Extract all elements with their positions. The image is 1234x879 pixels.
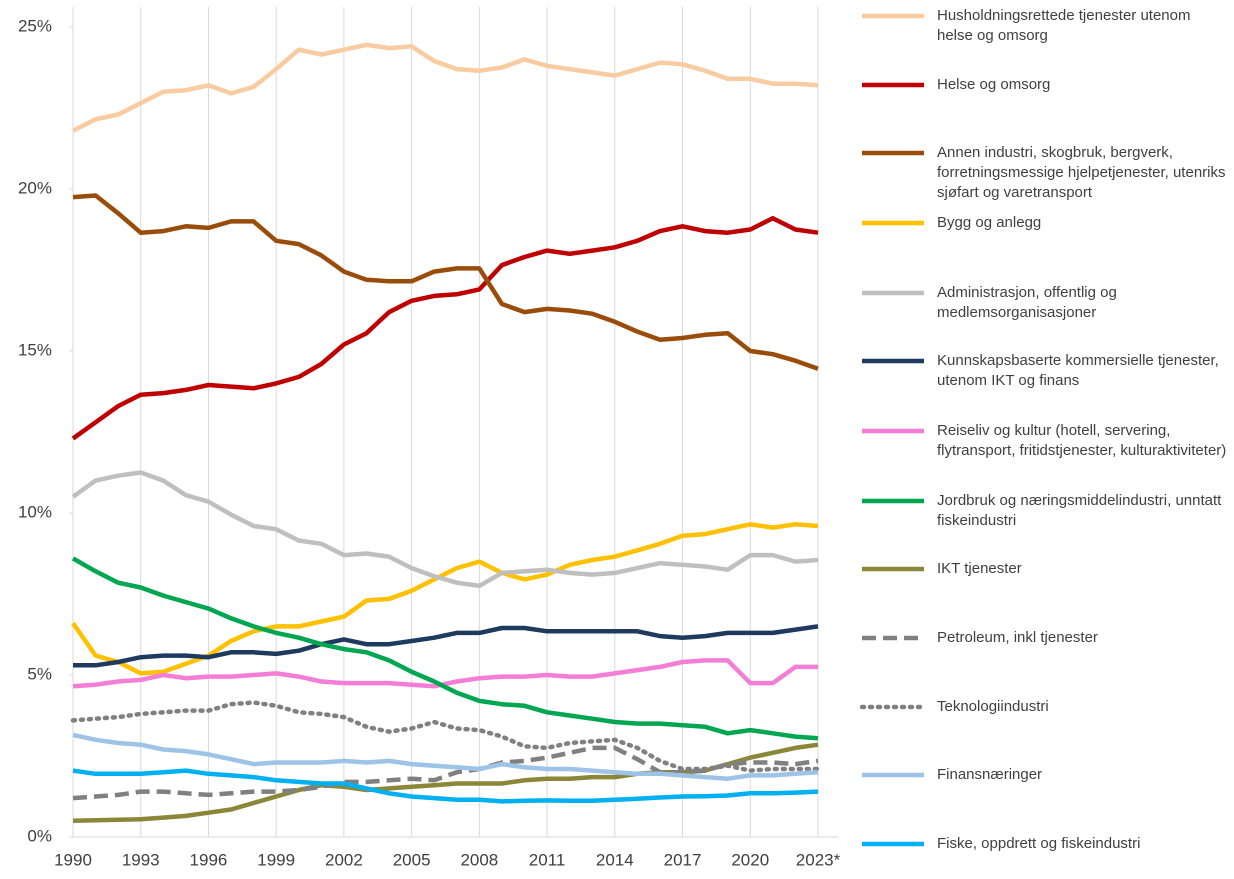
legend-item: Administrasjon, offentlig og medlemsorga… (860, 283, 1232, 323)
x-tick-label: 2011 (529, 850, 566, 869)
legend-item: Reiseliv og kultur (hotell, servering, f… (860, 421, 1232, 461)
series-line (70, 700, 821, 773)
series-line (71, 522, 819, 676)
legend-label: Jordbruk og næringsmiddelindustri, unnta… (937, 492, 1222, 529)
legend-swatch (860, 704, 926, 710)
legend-label: Annen industri, skogbruk, bergverk, forr… (937, 144, 1226, 201)
legend-label: Bygg og anlegg (937, 214, 1042, 231)
legend-swatch (862, 566, 924, 572)
legend-item: Jordbruk og næringsmiddelindustri, unnta… (860, 491, 1232, 531)
x-tick-label: 2014 (596, 850, 634, 869)
legend-swatch (862, 150, 924, 156)
legend-item: Helse og omsorg (860, 75, 1232, 95)
x-tick-label: 1993 (122, 850, 160, 869)
legend-swatch (862, 428, 924, 434)
series-line (71, 215, 819, 441)
x-tick-label: 1999 (257, 850, 295, 869)
legend-item: Fiske, oppdrett og fiskeindustri (860, 834, 1232, 854)
y-tick-label: 0% (27, 826, 52, 845)
x-tick-label: 2002 (325, 850, 363, 869)
x-tick-label: 2017 (664, 850, 702, 869)
legend-label: Husholdningsrettede tjenester utenom hel… (937, 7, 1191, 44)
legend-swatch (862, 358, 924, 364)
legend-swatch (862, 82, 924, 88)
y-tick-label: 10% (18, 502, 52, 521)
legend-item: Kunnskapsbaserte kommersielle tjenester,… (860, 351, 1232, 391)
legend-swatch (862, 772, 924, 778)
series-line (71, 556, 819, 741)
legend-item: Teknologiindustri (860, 697, 1232, 717)
legend-label: Reiseliv og kultur (hotell, servering, f… (937, 422, 1227, 459)
legend-item: Husholdningsrettede tjenester utenom hel… (860, 6, 1232, 46)
series-line (71, 470, 819, 589)
legend-label: Fiske, oppdrett og fiskeindustri (937, 835, 1141, 852)
legend-swatch (862, 290, 924, 296)
legend-label: Petroleum, inkl tjenester (937, 629, 1098, 646)
x-tick-label: 1990 (54, 850, 92, 869)
series-line (72, 732, 819, 781)
series-line (72, 745, 819, 801)
legend-label: Kunnskapsbaserte kommersielle tjenester,… (937, 352, 1219, 389)
series-line (72, 193, 819, 371)
legend-swatch (862, 13, 924, 19)
legend-label: IKT tjenester (937, 560, 1022, 577)
y-tick-label: 20% (18, 178, 52, 197)
x-tick-label: 2005 (393, 850, 431, 869)
legend-swatch (862, 841, 924, 847)
series-line (72, 658, 818, 689)
x-tick-label: 1996 (190, 850, 228, 869)
legend-item: Bygg og anlegg (860, 213, 1232, 233)
legend-swatch (862, 635, 924, 641)
legend-label: Helse og omsorg (937, 76, 1051, 93)
legend-swatch (862, 220, 924, 226)
y-tick-label: 25% (18, 16, 52, 35)
legend-label: Finansnæringer (937, 766, 1043, 783)
legend-item: Petroleum, inkl tjenester (860, 628, 1232, 648)
y-tick-label: 5% (27, 664, 52, 683)
y-tick-label: 15% (18, 340, 52, 359)
legend-label: Teknologiindustri (937, 698, 1049, 715)
x-tick-label: 2020 (731, 850, 769, 869)
series-line (72, 742, 819, 824)
x-tick-label: 2023* (796, 850, 841, 869)
series-line (71, 42, 819, 133)
legend-item: Finansnæringer (860, 765, 1232, 785)
legend-swatch (862, 498, 924, 504)
legend-label: Administrasjon, offentlig og medlemsorga… (937, 284, 1117, 321)
legend-item: Annen industri, skogbruk, bergverk, forr… (860, 143, 1232, 203)
series-line (73, 624, 819, 668)
legend-item: IKT tjenester (860, 559, 1232, 579)
x-tick-label: 2008 (460, 850, 498, 869)
series-line (72, 768, 819, 804)
